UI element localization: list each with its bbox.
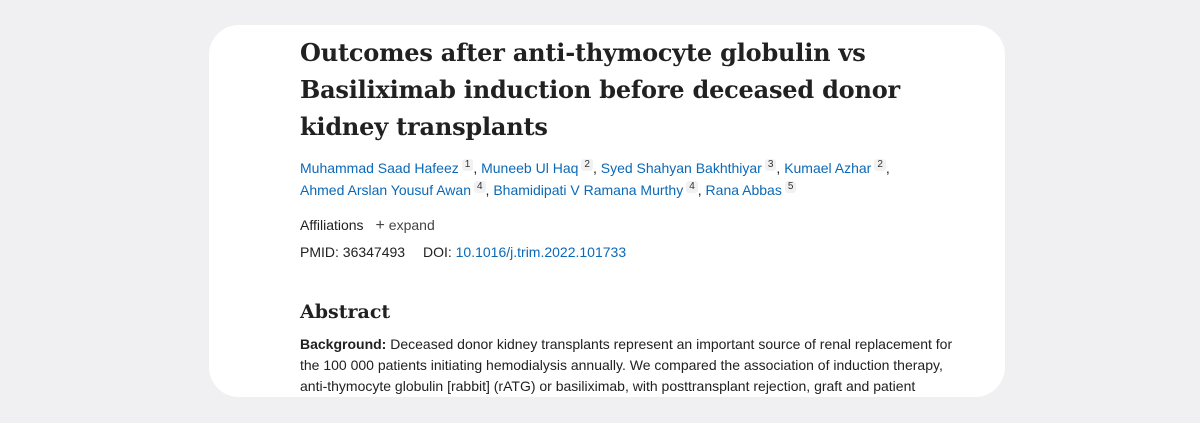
- author-link[interactable]: Muhammad Saad Hafeez: [300, 160, 459, 176]
- author-link[interactable]: Muneeb Ul Haq: [481, 160, 579, 176]
- abstract-background: Background: Deceased donor kidney transp…: [300, 334, 955, 397]
- author-link[interactable]: Ahmed Arslan Yousuf Awan: [300, 182, 471, 198]
- affiliation-number[interactable]: 1: [461, 159, 474, 171]
- abstract-heading: Abstract: [300, 301, 391, 323]
- author-link[interactable]: Syed Shahyan Bakhthiyar: [600, 160, 762, 176]
- affiliation-number[interactable]: 4: [473, 181, 486, 193]
- affiliation-number[interactable]: 4: [686, 181, 698, 193]
- article-card: Outcomes after anti-thymocyte globulin v…: [209, 25, 1005, 397]
- author-link[interactable]: Bhamidipati V Ramana Murthy: [493, 182, 684, 198]
- expand-affiliations-button[interactable]: + expand: [375, 217, 435, 234]
- article-title: Outcomes after anti-thymocyte globulin v…: [300, 38, 900, 141]
- author-link[interactable]: Rana Abbas: [705, 182, 782, 198]
- expand-label: expand: [388, 217, 435, 233]
- pmid-value: 36347493: [342, 244, 406, 260]
- background-label: Background:: [300, 336, 387, 352]
- affiliation-number[interactable]: 3: [764, 159, 777, 171]
- affiliations-label: Affiliations: [300, 217, 364, 233]
- affiliation-number[interactable]: 2: [581, 159, 593, 171]
- doi-label: DOI:: [422, 244, 452, 260]
- plus-icon: +: [375, 217, 385, 234]
- affiliation-number[interactable]: 2: [874, 159, 886, 171]
- doi-link[interactable]: 10.1016/j.trim.2022.101733: [455, 244, 627, 260]
- affiliation-number[interactable]: 5: [784, 181, 797, 193]
- pmid-label: PMID:: [300, 244, 339, 260]
- affiliations-row: Affiliations + expand: [300, 215, 960, 236]
- author-link[interactable]: Kumael Azhar: [784, 160, 872, 176]
- article-content: Outcomes after anti-thymocyte globulin v…: [300, 34, 960, 397]
- identifiers-row: PMID: 36347493 DOI: 10.1016/j.trim.2022.…: [300, 242, 960, 262]
- background-text: Deceased donor kidney transplants repres…: [300, 336, 953, 394]
- author-list: Muhammad Saad Hafeez 1, Muneeb Ul Haq 2, S…: [300, 159, 890, 198]
